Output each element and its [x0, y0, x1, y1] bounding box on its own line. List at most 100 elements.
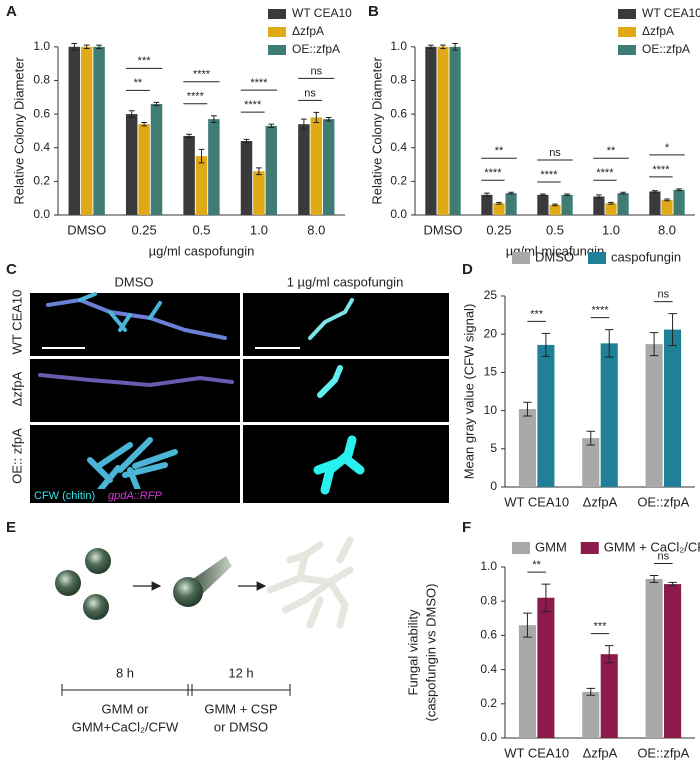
- micrograph: [243, 359, 449, 422]
- error-bar: [608, 201, 614, 205]
- workflow-diagram: 8 h GMM or GMM+CaCl₂/CFW 12 h GMM + CSP …: [55, 536, 354, 734]
- legend-label: ΔzfpA: [292, 24, 324, 38]
- panel-label: D: [462, 261, 473, 278]
- bar: [649, 191, 661, 215]
- micrograph: [30, 359, 240, 422]
- significance-label: ****: [484, 167, 502, 179]
- bar: [310, 117, 323, 215]
- legend-label: OE::zfpA: [292, 42, 340, 56]
- error-bar: [301, 118, 307, 130]
- legend-swatch: [618, 45, 636, 55]
- error-bar: [541, 332, 551, 357]
- bar: [518, 625, 536, 738]
- bar: [593, 196, 605, 215]
- legend-swatch: [618, 27, 636, 37]
- medium: or DMSO: [214, 719, 268, 734]
- significance-label: ****: [591, 305, 609, 317]
- error-bar: [586, 430, 596, 446]
- bar: [208, 119, 220, 215]
- bar: [80, 46, 93, 216]
- error-bar: [508, 191, 514, 195]
- y-tick-label: 1.0: [480, 559, 497, 573]
- error-bar: [243, 138, 250, 144]
- x-tick-label: 0.25: [486, 222, 511, 237]
- row-label: OE:: zfpA: [9, 428, 24, 484]
- x-axis-title: µg/ml caspofungin: [149, 243, 255, 258]
- medium: GMM or: [102, 701, 150, 716]
- bar: [481, 194, 493, 215]
- significance-label: **: [607, 145, 616, 157]
- error-bar: [649, 332, 659, 357]
- y-tick-label: 1.0: [33, 39, 50, 53]
- significance-label: ***: [594, 621, 608, 633]
- significance-label: **: [134, 77, 143, 89]
- bar: [505, 193, 517, 215]
- x-tick-label: OE::zfpA: [637, 494, 689, 509]
- error-bar: [668, 581, 677, 587]
- y-tick-label: 5: [490, 441, 497, 455]
- error-bar: [186, 133, 192, 139]
- bar: [253, 171, 265, 215]
- panel-label: F: [462, 519, 471, 536]
- bar: [195, 156, 208, 215]
- stain-label: gpdA::RFP: [108, 490, 162, 502]
- column-title: 1 µg/ml caspofungin: [287, 274, 404, 289]
- error-bar: [676, 188, 682, 192]
- error-bar: [440, 44, 446, 49]
- duration: 8 h: [116, 665, 134, 680]
- legend-swatch: [580, 542, 599, 554]
- panel-label: C: [6, 261, 17, 278]
- panel-label: B: [368, 3, 379, 20]
- x-tick-label: DMSO: [67, 222, 106, 237]
- x-tick-label: WT CEA10: [504, 494, 569, 509]
- significance-label: **: [495, 145, 504, 157]
- error-bar: [604, 645, 614, 664]
- micrograph: [243, 293, 449, 356]
- error-bar: [604, 329, 614, 358]
- error-bar: [586, 687, 596, 696]
- y-axis-title: Mean gray value (CFW signal): [461, 304, 476, 480]
- significance-label: ****: [652, 164, 670, 176]
- bar: [537, 194, 549, 215]
- significance-label: *: [665, 142, 670, 154]
- bar: [322, 119, 335, 215]
- x-tick-label: 1.0: [250, 222, 268, 237]
- error-bar: [325, 116, 332, 122]
- y-axis-title: Relative Colony Diameter: [369, 57, 384, 205]
- error-bar: [652, 190, 658, 193]
- y-axis-title: Fungal viability: [405, 609, 420, 695]
- error-bar: [71, 42, 78, 51]
- y-tick-label: 20: [484, 326, 498, 340]
- error-bar: [211, 115, 217, 123]
- bar: [125, 114, 138, 215]
- bar: [138, 124, 150, 215]
- x-tick-label: 8.0: [307, 222, 325, 237]
- y-tick-label: 25: [484, 288, 498, 302]
- legend-label: WT CEA10: [642, 6, 700, 20]
- y-tick-label: 0: [490, 479, 497, 493]
- legend-label: GMM: [535, 539, 567, 554]
- bar: [600, 654, 618, 738]
- legend-swatch: [268, 27, 286, 37]
- significance-label: ****: [187, 91, 205, 103]
- stain-label: CFW (chitin): [34, 490, 95, 502]
- error-bar: [620, 191, 626, 195]
- bar: [449, 46, 461, 216]
- error-bar: [596, 194, 602, 199]
- x-tick-label: 1.0: [602, 222, 620, 237]
- error-bar: [313, 111, 320, 123]
- x-tick-label: 0.5: [192, 222, 210, 237]
- legend-label: OE::zfpA: [642, 42, 690, 56]
- microscopy-panel: DMSO 1 µg/ml caspofungin WT CEA10 ΔzfpA …: [9, 274, 449, 503]
- y-axis-title: Relative Colony Diameter: [11, 57, 26, 205]
- mycelium: [266, 536, 354, 629]
- error-bar: [564, 193, 570, 197]
- error-bar: [496, 201, 502, 205]
- legend-label: caspofungin: [611, 249, 681, 264]
- germling: [173, 577, 203, 607]
- bar: [582, 691, 600, 738]
- legend-label: WT CEA10: [292, 6, 352, 20]
- significance-label: ****: [250, 77, 268, 89]
- duration: 12 h: [228, 665, 253, 680]
